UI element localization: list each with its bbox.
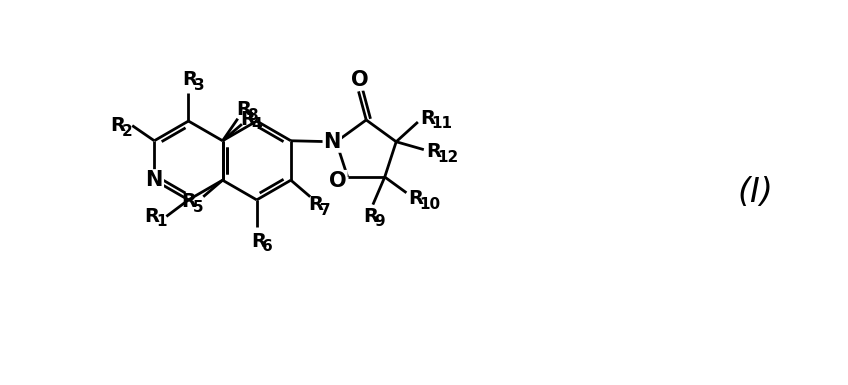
Text: 11: 11 (431, 116, 452, 131)
Text: 8: 8 (247, 108, 258, 123)
Text: R: R (182, 70, 198, 89)
Text: R: R (145, 207, 159, 226)
Text: (I): (I) (737, 176, 773, 209)
Text: R: R (308, 195, 323, 214)
Text: N: N (324, 132, 341, 152)
Text: R: R (251, 232, 265, 251)
Text: N: N (146, 170, 163, 190)
Text: R: R (240, 110, 255, 129)
Text: R: R (363, 207, 378, 226)
Text: R: R (236, 100, 251, 119)
Text: 9: 9 (375, 214, 385, 229)
Text: 6: 6 (262, 239, 273, 254)
Text: R: R (420, 109, 435, 127)
Text: 7: 7 (320, 203, 330, 218)
Text: 12: 12 (437, 149, 459, 164)
Text: 3: 3 (194, 77, 204, 92)
Text: R: R (181, 192, 197, 211)
Text: R: R (426, 142, 441, 161)
Text: O: O (329, 171, 347, 191)
Text: 4: 4 (251, 117, 262, 132)
Text: R: R (409, 189, 423, 208)
Text: R: R (110, 116, 126, 135)
Text: O: O (351, 70, 368, 90)
Text: 1: 1 (156, 214, 166, 229)
Text: 2: 2 (122, 124, 132, 139)
Text: 5: 5 (193, 199, 204, 214)
Text: 10: 10 (420, 197, 441, 212)
